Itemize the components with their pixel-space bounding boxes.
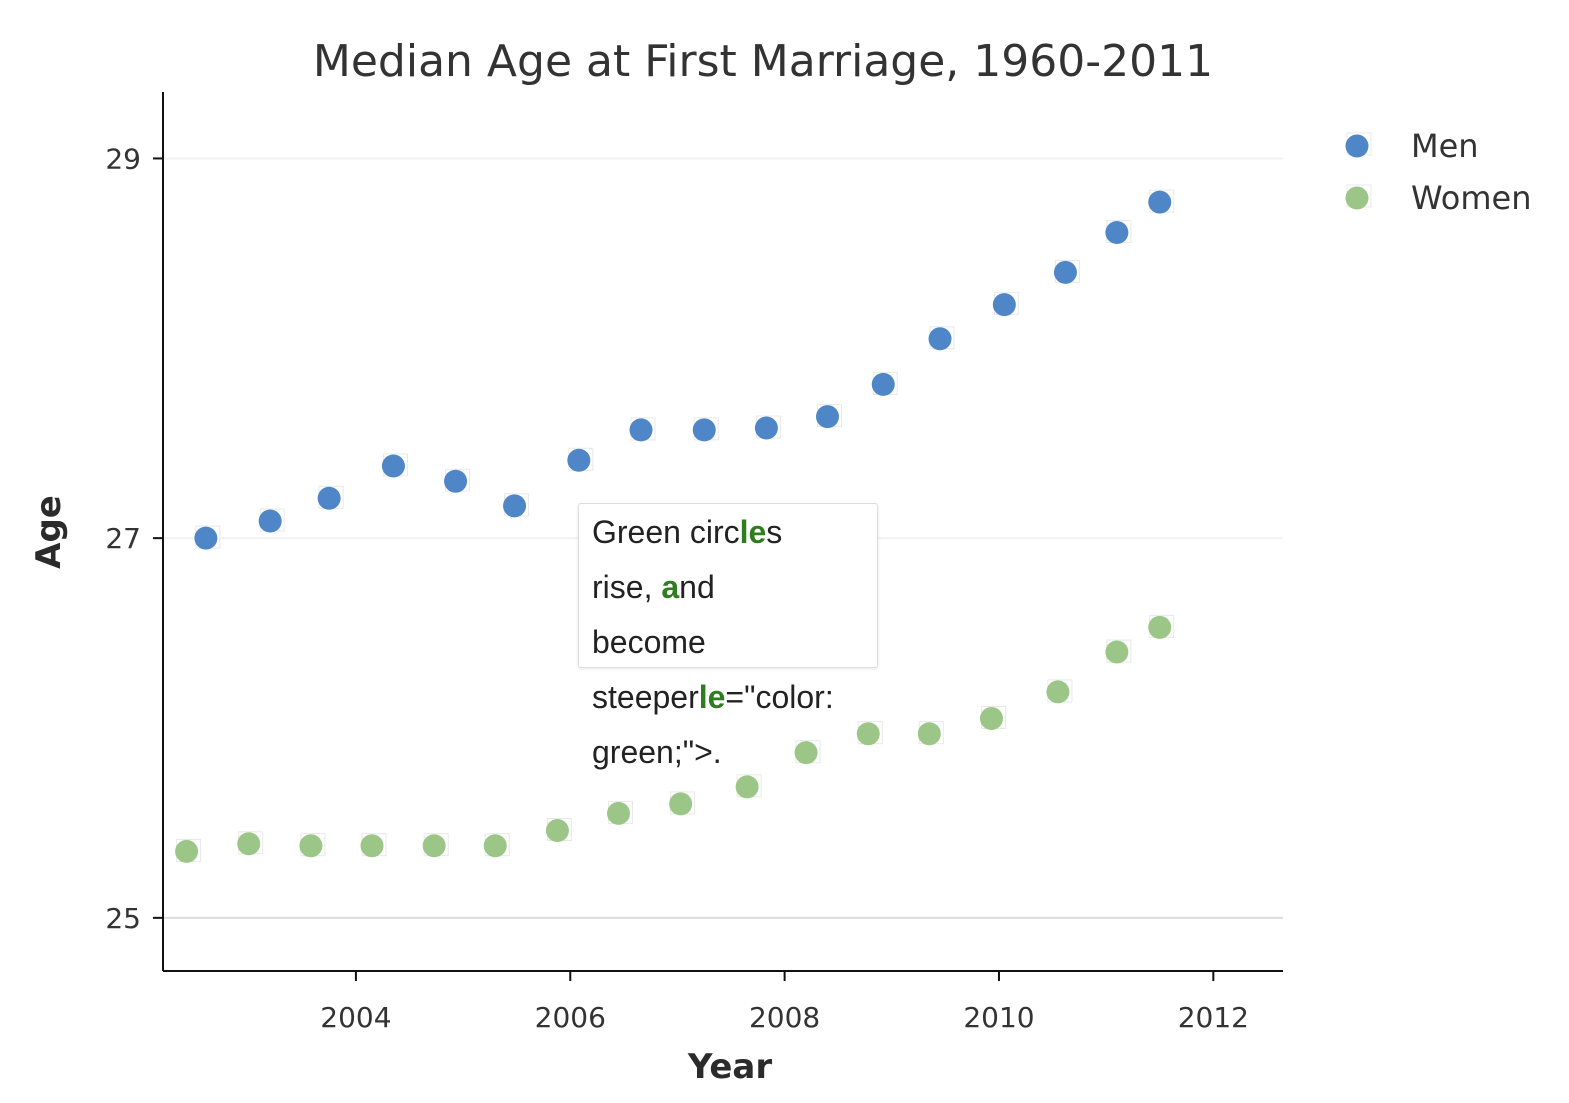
data-point [754,416,778,440]
legend-item-women: Women [1345,179,1531,217]
data-point [607,801,631,825]
x-tick-label: 2010 [963,1001,1034,1034]
data-point [194,526,218,550]
annotation-segment: nd become steeper [592,569,715,715]
x-axis-ticks: 2004 2006 2008 2010 2012 [320,971,1249,1034]
legend-item-men: Men [1345,127,1479,165]
data-point [735,775,759,799]
data-point [1105,220,1129,244]
annotation-segment: ="color: green;">. [592,679,834,770]
legend: Men Women [1345,127,1531,217]
annotation-highlight: le [739,514,767,550]
data-point [317,486,341,510]
data-point [856,722,880,746]
data-point [992,293,1016,317]
data-point [175,839,199,863]
y-tick-label: 29 [105,142,141,175]
data-point [360,834,384,858]
legend-marker [1345,134,1369,158]
data-point [979,707,1003,731]
chart-title: Median Age at First Marriage, 1960-2011 [313,36,1213,87]
legend-marker [1345,186,1369,210]
annotation-segment: Green circ [592,514,740,550]
data-point [422,834,446,858]
x-tick-label: 2008 [749,1001,820,1034]
data-point [237,832,261,856]
y-tick-label: 27 [105,522,141,555]
data-point [258,509,282,533]
data-point [669,792,693,816]
data-point [1148,615,1172,639]
data-point [381,454,405,478]
annotation-text: Green circles rise, and become steeperle… [592,505,912,780]
data-points [175,189,1175,863]
annotation-box [578,503,878,668]
y-axis-ticks: 25 27 29 [105,142,163,935]
data-point [917,722,941,746]
data-point [815,405,839,429]
x-tick-label: 2006 [535,1001,606,1034]
data-point [692,418,716,442]
axes [162,92,1283,972]
data-point [1148,190,1172,214]
data-point [545,819,569,843]
x-tick-label: 2004 [320,1001,391,1034]
x-tick-label: 2012 [1178,1001,1249,1034]
data-point [299,834,323,858]
data-point [629,418,653,442]
legend-label: Men [1411,127,1479,165]
x-axis-label: Year [687,1047,773,1087]
data-point [1046,680,1070,704]
y-tick-label: 25 [105,902,141,935]
data-point [1053,260,1077,284]
data-point [871,372,895,396]
data-point [444,469,468,493]
data-point [503,494,527,518]
series-women [175,614,1175,863]
data-point [794,741,818,765]
series-men [194,189,1175,550]
legend-label: Women [1411,179,1531,217]
annotation-segment: s rise, [592,514,783,605]
annotation-highlight: le [698,679,726,715]
y-axis-label: Age [29,495,69,569]
annotation-highlight: a [661,569,680,605]
data-point [1105,640,1129,664]
data-point [483,834,507,858]
data-point [928,327,952,351]
data-point [567,448,591,472]
